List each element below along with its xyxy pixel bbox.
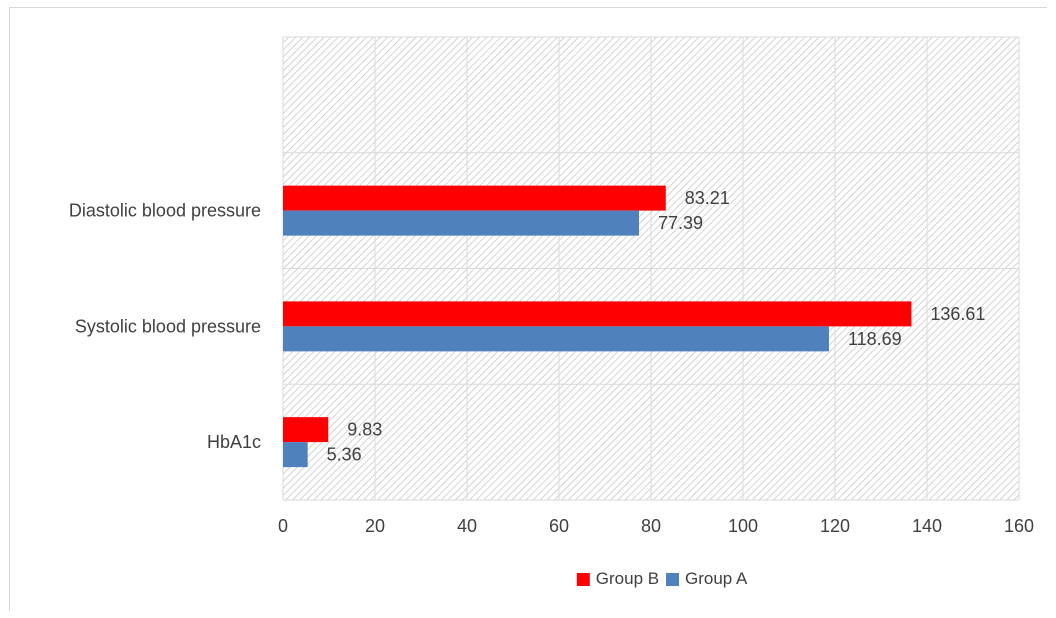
data-label: 83.21 bbox=[685, 188, 730, 208]
bar-group-b bbox=[283, 301, 912, 327]
legend-label: Group A bbox=[685, 569, 748, 588]
legend-swatch bbox=[666, 573, 679, 586]
bar-group-b bbox=[283, 185, 666, 211]
x-tick-label: 80 bbox=[641, 516, 661, 536]
category-label: HbA1c bbox=[207, 432, 261, 452]
bar-group-a bbox=[283, 326, 829, 352]
x-tick-label: 60 bbox=[549, 516, 569, 536]
value-axis: 0 20 40 60 80 100 120 140 160 bbox=[278, 516, 1034, 536]
x-tick-label: 40 bbox=[457, 516, 477, 536]
gridlines bbox=[282, 36, 1020, 501]
legend-swatch bbox=[576, 573, 590, 586]
bars bbox=[283, 185, 912, 468]
category-axis: HbA1c Systolic blood pressure Diastolic bl… bbox=[69, 201, 261, 453]
data-label: 77.39 bbox=[658, 213, 703, 233]
x-tick-label: 0 bbox=[278, 516, 288, 536]
category-label: Diastolic blood pressure bbox=[69, 201, 261, 221]
chart-frame bbox=[9, 7, 1047, 611]
bar-group-b bbox=[283, 417, 329, 443]
x-tick-label: 160 bbox=[1004, 516, 1034, 536]
data-label: 118.69 bbox=[848, 329, 902, 349]
data-labels: 9.83 5.36 136.61 118.69 83.21 77.39 bbox=[327, 188, 986, 465]
bar-group-a bbox=[283, 210, 639, 236]
x-tick-label: 20 bbox=[365, 516, 385, 536]
legend: Group B Group A bbox=[576, 569, 748, 588]
legend-label: Group B bbox=[596, 569, 659, 588]
data-label: 9.83 bbox=[347, 420, 382, 440]
data-label: 136.61 bbox=[930, 304, 985, 324]
x-tick-label: 140 bbox=[912, 516, 942, 536]
category-label: Systolic blood pressure bbox=[75, 316, 261, 336]
x-tick-label: 120 bbox=[820, 516, 850, 536]
x-tick-label: 100 bbox=[728, 516, 758, 536]
data-label: 5.36 bbox=[327, 445, 362, 465]
bar-group-a bbox=[283, 442, 308, 468]
